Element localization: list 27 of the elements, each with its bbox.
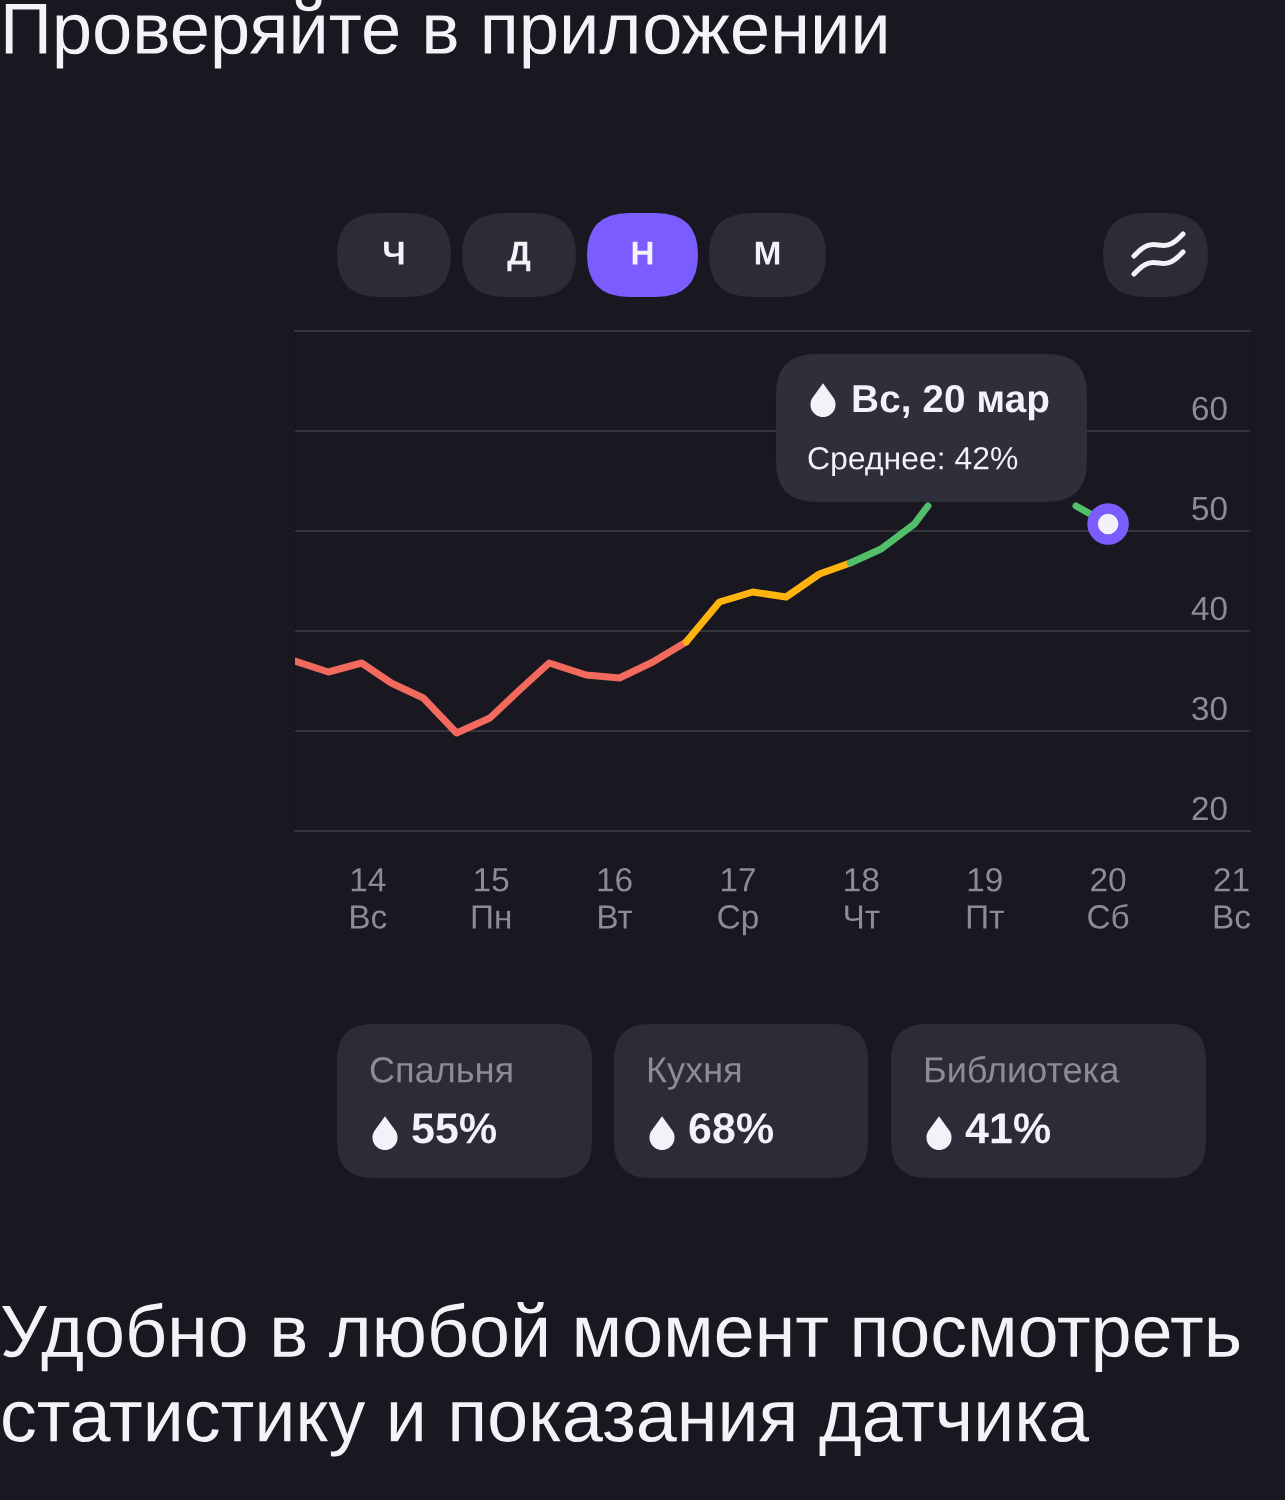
x-tick-label: 16 Вт [598,867,633,929]
x-tick-label: 15 Пн [472,868,511,929]
y-tick-label: 20 [1192,796,1227,821]
annotation: Среднее: 42% [808,446,1018,476]
y-tick-label: 40 [1191,596,1227,621]
y-tick-label: 60 [1192,396,1227,421]
text: Библиотека [925,1055,1120,1083]
text: Н [632,241,653,265]
text: Удобно в любой момент посмотреть статистику и показания датчика [1,1302,1240,1457]
x-tick-label: 14 Вс [351,868,387,929]
chart-title: Проверяйте в приложении [5,0,886,69]
x-tick-label: 17 Ср [718,868,758,936]
x-tick-label: 21 Вс [1214,867,1251,929]
text: Спальня [370,1057,512,1083]
text: 68% [689,1113,774,1144]
text: М [755,241,780,265]
text: 55% [412,1113,497,1144]
x-tick-label: 18 Чт [845,867,880,929]
text: 41% [965,1113,1051,1144]
annotation: Вс, 20 мар [853,384,1049,421]
text: Д [507,241,531,272]
x-tick-label: 20 Сб [1088,867,1129,929]
y-tick-label: 30 [1192,696,1227,721]
x-tick-label: 19 Пт [967,867,1004,929]
y-tick-label: 50 [1192,496,1227,521]
text: Кухня [648,1057,741,1090]
text: Ч [384,241,404,265]
